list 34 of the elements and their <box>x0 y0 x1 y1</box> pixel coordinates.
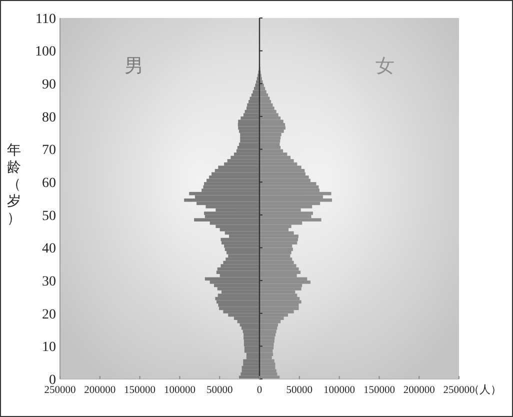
x-tick-label: 250000 <box>44 385 76 396</box>
y-tick-label: 10 <box>42 340 56 356</box>
bar <box>260 212 313 215</box>
y-tick-label: 100 <box>35 44 56 60</box>
x-tick-label: 50000 <box>206 385 233 396</box>
x-tick-label: 100000 <box>324 385 356 396</box>
y-axis-title: 年龄（岁） <box>7 142 21 226</box>
x-tick-label: 200000 <box>403 385 435 396</box>
x-tick-label: 100000 <box>164 385 196 396</box>
y-tick-label: 20 <box>42 307 56 322</box>
bar <box>204 277 260 281</box>
bar <box>243 113 260 116</box>
bar <box>240 116 260 120</box>
bar <box>260 113 278 116</box>
text: 男 <box>124 55 144 78</box>
y-tick-label: 80 <box>42 110 56 126</box>
y-tick-label: 30 <box>42 274 56 290</box>
x-tick-label: 0 <box>256 385 262 396</box>
text: 女 <box>376 55 395 78</box>
bar <box>260 218 322 222</box>
bar <box>260 90 266 94</box>
x-tick-label: 150000 <box>363 385 395 396</box>
y-tick-label: 70 <box>42 143 56 158</box>
y-tick-label: 90 <box>42 78 56 93</box>
x-tick-label: 200000 <box>84 385 116 396</box>
y-tick-label: 60 <box>42 176 56 191</box>
bar <box>260 93 268 97</box>
x-tick-label: 150000 <box>124 385 156 396</box>
bar <box>251 93 260 97</box>
x-tick-label: 250000 <box>443 385 475 396</box>
y-tick-label: 40 <box>42 242 56 257</box>
y-tick-label: 110 <box>36 12 56 27</box>
y-tick-label: 50 <box>42 208 56 224</box>
x-tick-label: 50000 <box>286 385 313 396</box>
